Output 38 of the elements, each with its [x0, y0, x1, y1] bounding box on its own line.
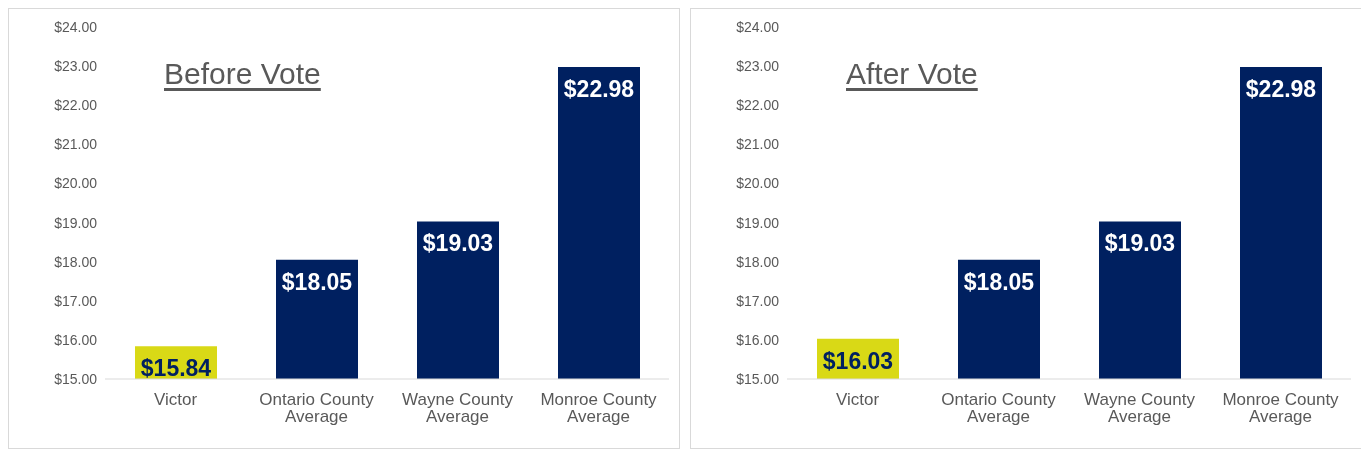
data-label: $18.05	[963, 268, 1035, 295]
x-tick-label: Victor	[835, 390, 880, 410]
y-tick-label: $17.00	[54, 292, 98, 309]
x-tick-label: Monroe County Average	[540, 390, 658, 427]
x-tick-label: Victor	[153, 390, 198, 410]
data-label: $22.98	[563, 75, 635, 102]
x-tick-label: Wayne County Average	[1084, 390, 1196, 427]
y-tick-label: $22.00	[54, 97, 98, 114]
x-tick-label: Monroe County Average	[1222, 390, 1340, 427]
y-tick-label: $17.00	[736, 292, 780, 309]
y-tick-label: $18.00	[54, 253, 98, 270]
text: Before Vote	[164, 57, 321, 91]
y-tick-label: $21.00	[736, 136, 780, 153]
y-tick-label: $16.00	[54, 331, 98, 348]
data-label: $18.05	[281, 268, 353, 295]
data-label: $19.03	[1104, 230, 1176, 257]
y-tick-label: $24.00	[54, 18, 98, 35]
y-tick-label: $23.00	[736, 58, 780, 75]
y-tick-label: $15.00	[736, 370, 780, 387]
y-tick-label: $21.00	[54, 136, 98, 153]
y-tick-label: $15.00	[54, 370, 98, 387]
y-tick-label: $24.00	[736, 18, 780, 35]
y-tick-label: $20.00	[54, 175, 98, 192]
x-tick-label: Ontario County Average	[259, 390, 375, 427]
text: After Vote	[846, 57, 978, 91]
data-label: $22.98	[1245, 75, 1317, 102]
y-tick-label: $22.00	[736, 97, 780, 114]
data-label: $16.03	[822, 347, 894, 374]
data-label: $15.84	[140, 355, 212, 382]
y-tick-label: $16.00	[736, 331, 780, 348]
y-tick-label: $23.00	[54, 58, 98, 75]
y-tick-label: $18.00	[736, 253, 780, 270]
y-tick-label: $19.00	[54, 214, 98, 231]
data-label: $19.03	[422, 230, 494, 257]
y-tick-label: $19.00	[736, 214, 780, 231]
x-tick-label: Wayne County Average	[402, 390, 514, 427]
x-tick-label: Ontario County Average	[941, 390, 1057, 427]
y-tick-label: $20.00	[736, 175, 780, 192]
